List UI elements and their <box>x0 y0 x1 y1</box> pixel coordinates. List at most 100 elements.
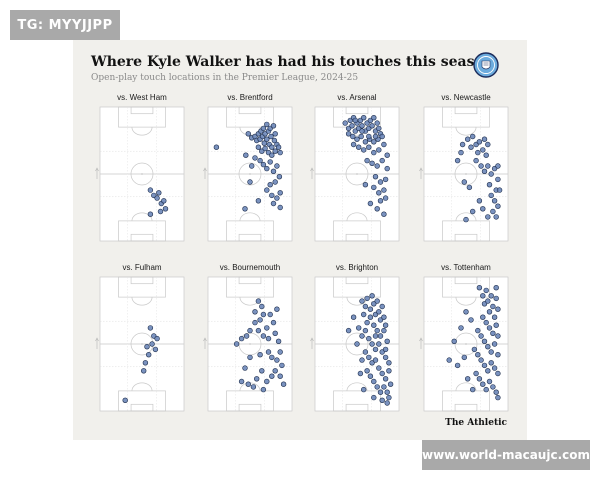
touch-point <box>280 381 287 387</box>
touch-point <box>277 349 283 355</box>
touch-point <box>470 133 476 140</box>
touch-point <box>354 136 360 142</box>
touch-point <box>345 327 352 334</box>
touch-point <box>382 354 389 361</box>
touch-point <box>247 327 253 334</box>
centre-spot <box>141 343 143 345</box>
touch-point <box>140 368 147 374</box>
touch-point <box>264 325 270 331</box>
touch-point <box>490 208 496 215</box>
touch-point <box>493 389 499 395</box>
touch-point <box>274 195 280 201</box>
touch-point <box>272 131 278 137</box>
panel-label: vs. Arsenal <box>337 93 376 102</box>
touch-point <box>483 319 489 326</box>
touch-point <box>249 163 255 169</box>
centre-spot <box>465 343 467 345</box>
touch-point <box>369 293 375 299</box>
touch-point <box>272 179 278 185</box>
touch-point <box>369 341 375 347</box>
touch-point <box>267 182 273 188</box>
touch-point <box>364 295 370 302</box>
touch-point <box>386 360 392 366</box>
centre-circle <box>238 162 262 186</box>
attack-direction-arrowhead <box>203 337 207 342</box>
chart-subtitle: Open-play touch locations in the Premier… <box>91 73 359 83</box>
touch-point <box>377 333 384 339</box>
touch-point <box>274 306 280 312</box>
bottom-penalty-arc <box>131 212 153 221</box>
touch-point <box>359 298 365 304</box>
touch-point <box>461 179 467 185</box>
touch-point <box>362 182 369 188</box>
touch-point <box>488 349 494 355</box>
watermark-top-left: TG: MYYJJPP <box>10 10 120 40</box>
touch-point <box>377 389 384 395</box>
touch-point <box>381 141 387 148</box>
touch-point <box>374 206 380 212</box>
chart-card: Where Kyle Walker has had his touches th… <box>73 40 527 440</box>
touch-point <box>495 333 501 339</box>
touch-point <box>359 123 365 129</box>
touch-point <box>470 386 476 393</box>
touch-point <box>362 139 369 145</box>
touch-point <box>491 341 498 347</box>
touch-point <box>366 354 372 361</box>
touch-point <box>485 344 491 350</box>
bottom-penalty-arc <box>131 382 153 391</box>
touch-point <box>243 152 249 158</box>
touch-point <box>147 211 154 217</box>
touch-point <box>350 141 357 148</box>
touch-point <box>366 133 372 140</box>
touch-point <box>259 303 265 310</box>
touch-point <box>384 338 390 344</box>
touch-point <box>361 114 367 121</box>
bottom-penalty-arc <box>346 212 368 221</box>
top-six-yard-box <box>454 106 478 115</box>
chart-title: Where Kyle Walker has had his touches th… <box>91 54 494 70</box>
touch-point <box>238 335 245 342</box>
pitch-panel: vs. Brighton <box>310 263 400 412</box>
touch-point <box>264 136 270 142</box>
bottom-six-yard-box <box>238 233 262 242</box>
touch-point <box>386 394 392 401</box>
touch-point <box>272 330 278 336</box>
touch-point <box>468 317 474 323</box>
top-six-yard-box <box>345 106 369 115</box>
panel-label: vs. Brighton <box>336 263 378 272</box>
touch-point <box>490 303 496 310</box>
touch-point <box>161 198 167 204</box>
touch-point <box>242 365 248 371</box>
touch-point <box>495 394 501 401</box>
touch-point <box>476 139 483 145</box>
top-six-yard-box <box>130 106 154 115</box>
touch-point <box>376 365 382 371</box>
touch-point <box>277 373 283 379</box>
touch-point <box>495 352 501 358</box>
centre-circle <box>454 332 478 356</box>
touch-point <box>147 187 154 193</box>
touch-point <box>488 171 494 177</box>
attack-direction-arrowhead <box>310 167 314 172</box>
top-six-yard-box <box>238 276 262 285</box>
touch-point <box>491 198 498 204</box>
touch-point <box>259 368 265 374</box>
touch-point <box>480 147 486 153</box>
touch-point <box>270 200 277 207</box>
touch-point <box>364 157 370 164</box>
touch-point <box>154 335 160 342</box>
pitch-panel: vs. Bournemouth <box>203 263 293 412</box>
touch-point <box>264 378 270 385</box>
touch-point <box>372 357 379 363</box>
touch-point <box>382 195 389 201</box>
touch-point <box>382 322 389 328</box>
touch-point <box>257 352 263 358</box>
touch-point <box>274 357 280 363</box>
touch-point <box>149 341 155 347</box>
touch-point <box>254 376 260 382</box>
bottom-six-yard-box <box>130 233 154 242</box>
touch-point <box>468 144 474 150</box>
touch-point <box>255 327 262 334</box>
touch-point <box>362 349 369 355</box>
pitch-panel: vs. Brentford <box>203 93 293 242</box>
